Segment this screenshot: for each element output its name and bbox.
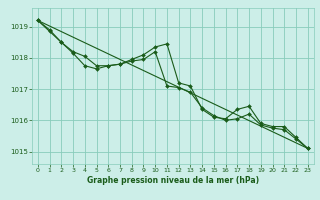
X-axis label: Graphe pression niveau de la mer (hPa): Graphe pression niveau de la mer (hPa)	[87, 176, 259, 185]
